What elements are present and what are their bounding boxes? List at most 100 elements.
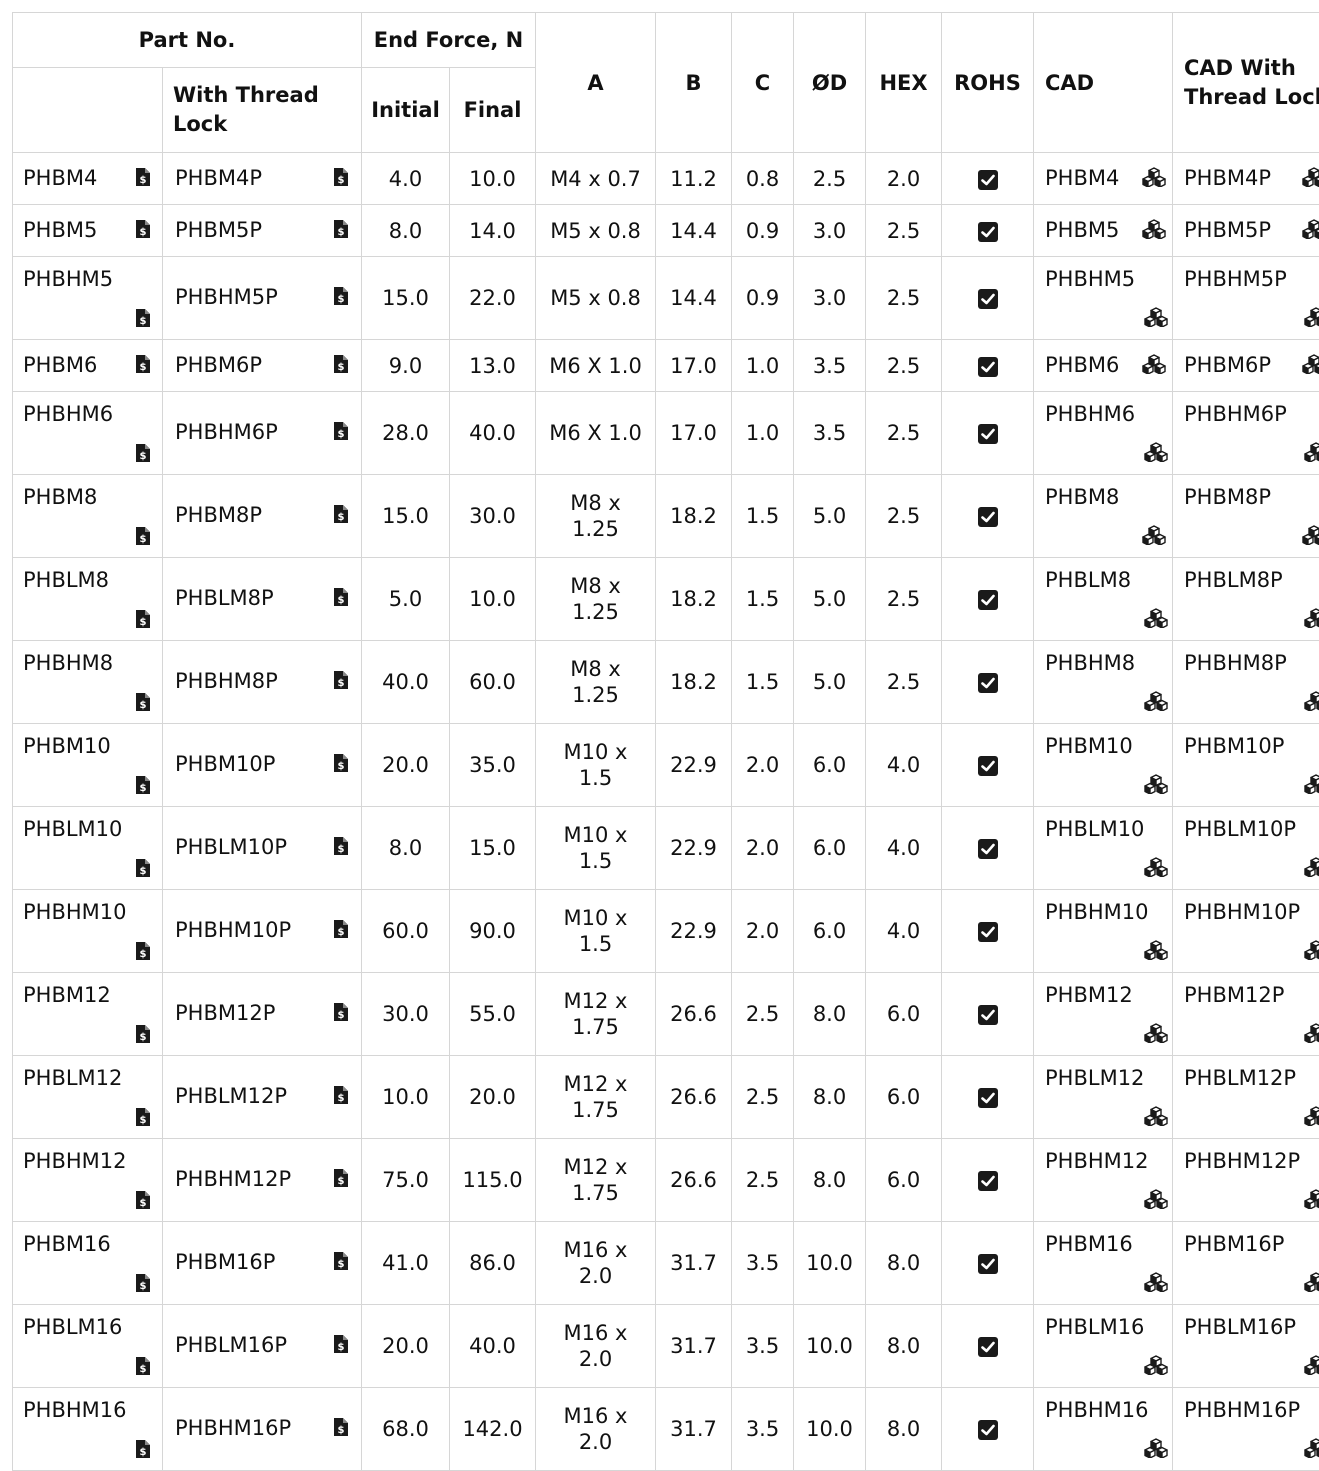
part-no-link[interactable]: PHBHM6 xyxy=(23,402,113,426)
cubes-icon[interactable] xyxy=(1144,442,1168,462)
cubes-icon[interactable] xyxy=(1142,525,1166,545)
cad-link[interactable]: PHBM8 xyxy=(1045,485,1119,509)
price-document-icon[interactable]: $ xyxy=(334,1086,348,1104)
price-document-icon[interactable]: $ xyxy=(334,754,348,772)
cad-thread-lock-link[interactable]: PHBLM10P xyxy=(1184,817,1296,841)
cubes-icon[interactable] xyxy=(1304,307,1319,327)
thread-lock-part-link[interactable]: PHBM12P xyxy=(175,1001,275,1025)
price-document-icon[interactable]: $ xyxy=(136,355,150,373)
cad-link[interactable]: PHBLM16 xyxy=(1045,1315,1144,1339)
part-no-link[interactable]: PHBM4 xyxy=(23,166,97,190)
cad-link[interactable]: PHBM6 xyxy=(1045,353,1119,377)
thread-lock-part-link[interactable]: PHBLM8P xyxy=(175,586,274,610)
cubes-icon[interactable] xyxy=(1304,442,1319,462)
cad-thread-lock-link[interactable]: PHBLM12P xyxy=(1184,1066,1296,1090)
price-document-icon[interactable]: $ xyxy=(136,1025,150,1043)
cad-thread-lock-link[interactable]: PHBHM10P xyxy=(1184,900,1300,924)
cad-link[interactable]: PHBLM8 xyxy=(1045,568,1131,592)
cad-thread-lock-link[interactable]: PHBLM16P xyxy=(1184,1315,1296,1339)
cad-link[interactable]: PHBM4 xyxy=(1045,166,1119,190)
price-document-icon[interactable]: $ xyxy=(136,309,150,327)
cad-link[interactable]: PHBM12 xyxy=(1045,983,1133,1007)
cubes-icon[interactable] xyxy=(1144,857,1168,877)
cubes-icon[interactable] xyxy=(1304,940,1319,960)
cubes-icon[interactable] xyxy=(1304,691,1319,711)
cubes-icon[interactable] xyxy=(1304,1189,1319,1209)
thread-lock-part-link[interactable]: PHBLM16P xyxy=(175,1333,287,1357)
cad-thread-lock-link[interactable]: PHBLM8P xyxy=(1184,568,1283,592)
price-document-icon[interactable]: $ xyxy=(334,588,348,606)
cad-thread-lock-link[interactable]: PHBM16P xyxy=(1184,1232,1284,1256)
thread-lock-part-link[interactable]: PHBHM8P xyxy=(175,669,278,693)
thread-lock-part-link[interactable]: PHBHM6P xyxy=(175,420,278,444)
price-document-icon[interactable]: $ xyxy=(136,527,150,545)
cubes-icon[interactable] xyxy=(1144,1272,1168,1292)
price-document-icon[interactable]: $ xyxy=(334,220,348,238)
cubes-icon[interactable] xyxy=(1304,1106,1319,1126)
price-document-icon[interactable]: $ xyxy=(136,1108,150,1126)
cad-link[interactable]: PHBLM10 xyxy=(1045,817,1144,841)
cad-thread-lock-link[interactable]: PHBM12P xyxy=(1184,983,1284,1007)
thread-lock-part-link[interactable]: PHBM6P xyxy=(175,353,262,377)
cad-link[interactable]: PHBM10 xyxy=(1045,734,1133,758)
price-document-icon[interactable]: $ xyxy=(334,422,348,440)
cubes-icon[interactable] xyxy=(1304,1438,1319,1458)
part-no-link[interactable]: PHBM8 xyxy=(23,485,97,509)
price-document-icon[interactable]: $ xyxy=(334,355,348,373)
part-no-link[interactable]: PHBM6 xyxy=(23,353,97,377)
price-document-icon[interactable]: $ xyxy=(136,168,150,186)
thread-lock-part-link[interactable]: PHBM10P xyxy=(175,752,275,776)
cubes-icon[interactable] xyxy=(1304,608,1319,628)
cad-link[interactable]: PHBHM5 xyxy=(1045,267,1135,291)
cubes-icon[interactable] xyxy=(1302,525,1319,545)
part-no-link[interactable]: PHBHM16 xyxy=(23,1398,127,1422)
part-no-link[interactable]: PHBM12 xyxy=(23,983,111,1007)
cad-thread-lock-link[interactable]: PHBHM5P xyxy=(1184,267,1287,291)
part-no-link[interactable]: PHBHM8 xyxy=(23,651,113,675)
thread-lock-part-link[interactable]: PHBHM12P xyxy=(175,1167,291,1191)
cubes-icon[interactable] xyxy=(1304,1023,1319,1043)
price-document-icon[interactable]: $ xyxy=(136,1274,150,1292)
thread-lock-part-link[interactable]: PHBHM10P xyxy=(175,918,291,942)
price-document-icon[interactable]: $ xyxy=(136,859,150,877)
cad-thread-lock-link[interactable]: PHBHM8P xyxy=(1184,651,1287,675)
thread-lock-part-link[interactable]: PHBLM12P xyxy=(175,1084,287,1108)
cubes-icon[interactable] xyxy=(1302,219,1319,239)
price-document-icon[interactable]: $ xyxy=(136,444,150,462)
thread-lock-part-link[interactable]: PHBM16P xyxy=(175,1250,275,1274)
cad-link[interactable]: PHBHM6 xyxy=(1045,402,1135,426)
price-document-icon[interactable]: $ xyxy=(334,1335,348,1353)
cad-thread-lock-link[interactable]: PHBM5P xyxy=(1184,218,1271,242)
part-no-link[interactable]: PHBM16 xyxy=(23,1232,111,1256)
price-document-icon[interactable]: $ xyxy=(334,837,348,855)
cad-thread-lock-link[interactable]: PHBM4P xyxy=(1184,166,1271,190)
cad-thread-lock-link[interactable]: PHBHM12P xyxy=(1184,1149,1300,1173)
part-no-link[interactable]: PHBHM12 xyxy=(23,1149,127,1173)
cubes-icon[interactable] xyxy=(1142,354,1166,374)
cad-link[interactable]: PHBHM12 xyxy=(1045,1149,1149,1173)
cubes-icon[interactable] xyxy=(1304,857,1319,877)
price-document-icon[interactable]: $ xyxy=(334,1003,348,1021)
price-document-icon[interactable]: $ xyxy=(334,168,348,186)
cubes-icon[interactable] xyxy=(1144,1355,1168,1375)
part-no-link[interactable]: PHBM5 xyxy=(23,218,97,242)
thread-lock-part-link[interactable]: PHBHM16P xyxy=(175,1416,291,1440)
part-no-link[interactable]: PHBHM10 xyxy=(23,900,127,924)
price-document-icon[interactable]: $ xyxy=(334,287,348,305)
cad-link[interactable]: PHBHM8 xyxy=(1045,651,1135,675)
thread-lock-part-link[interactable]: PHBM4P xyxy=(175,166,262,190)
price-document-icon[interactable]: $ xyxy=(136,220,150,238)
cubes-icon[interactable] xyxy=(1302,354,1319,374)
cubes-icon[interactable] xyxy=(1142,167,1166,187)
cubes-icon[interactable] xyxy=(1304,1272,1319,1292)
part-no-link[interactable]: PHBM10 xyxy=(23,734,111,758)
cubes-icon[interactable] xyxy=(1144,940,1168,960)
price-document-icon[interactable]: $ xyxy=(334,671,348,689)
price-document-icon[interactable]: $ xyxy=(136,942,150,960)
cubes-icon[interactable] xyxy=(1144,307,1168,327)
cubes-icon[interactable] xyxy=(1144,1106,1168,1126)
cubes-icon[interactable] xyxy=(1302,167,1319,187)
price-document-icon[interactable]: $ xyxy=(136,1440,150,1458)
cad-link[interactable]: PHBM5 xyxy=(1045,218,1119,242)
part-no-link[interactable]: PHBLM12 xyxy=(23,1066,122,1090)
